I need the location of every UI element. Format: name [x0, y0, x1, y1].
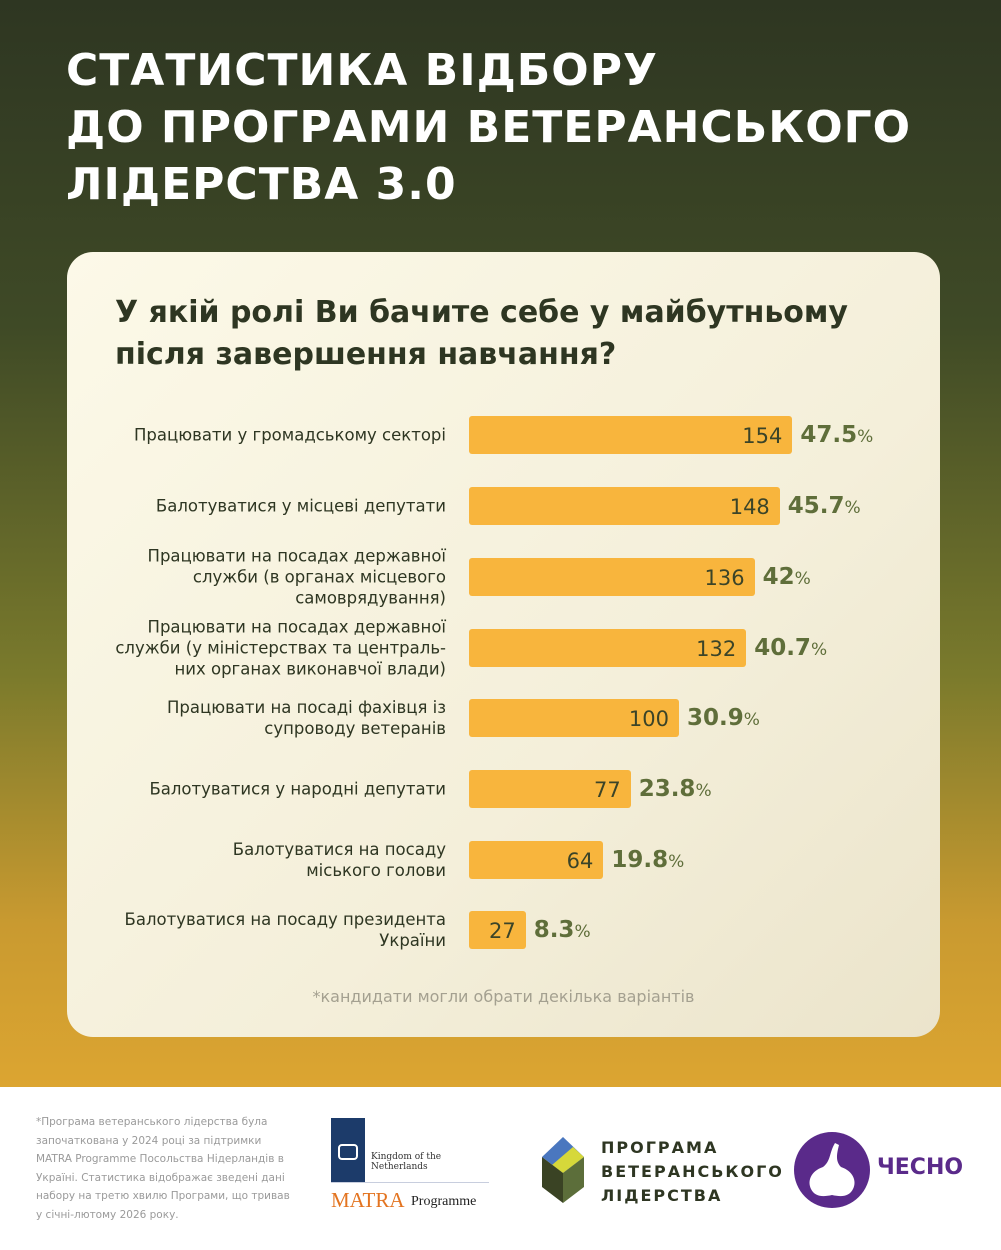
title-line: ДО ПРОГРАМИ ВЕТЕРАНСЬКОГО	[66, 102, 912, 153]
chesno-logo-text: ЧЕСНО	[877, 1155, 964, 1180]
bar-label: Балотуватися на посаду міського голови	[66, 839, 446, 881]
percent-sign: %	[857, 427, 874, 447]
bar-percent: 23.8%	[639, 770, 712, 810]
footer-note: *Програма ветеранського лідерства була з…	[36, 1116, 290, 1221]
bar: 64	[469, 841, 604, 879]
bar-label: Балотуватися у народні депутати	[66, 779, 446, 800]
bar: 154	[469, 416, 793, 454]
percent-value: 19.8	[611, 847, 669, 873]
bar-label-line: України	[379, 931, 446, 950]
bar-label-line: Балотуватися на посаду	[232, 840, 446, 859]
bar-label: Балотуватися на посаду президента України	[66, 909, 446, 951]
bar-label: Працювати на посадах державної служби (у …	[66, 617, 446, 680]
bar-row: Балотуватися у місцеві депутати 148 45.7%	[67, 476, 940, 536]
page-title: СТАТИСТИКА ВІДБОРУ ДО ПРОГРАМИ ВЕТЕРАНСЬ…	[66, 42, 911, 213]
bar-label-line: Працювати на посаді фахівця із	[166, 698, 446, 717]
chart-card: У якій ролі Ви бачите себе у майбутньому…	[67, 252, 940, 1037]
logo-line: ЛІДЕРСТВА	[601, 1186, 723, 1205]
bar-percent: 47.5%	[800, 416, 873, 456]
bar-row: Працювати на посадах державної служби (у …	[66, 617, 940, 680]
bar-row: Балотуватися на посаду міського голови 64 1…	[67, 830, 940, 890]
percent-value: 40.7	[754, 635, 811, 661]
bar-label: Балотуватися у місцеві депутати	[66, 496, 446, 517]
title-line: СТАТИСТИКА ВІДБОРУ	[66, 45, 658, 96]
bar-label-line: Працювати на посадах державної	[147, 546, 446, 566]
chart-note: *кандидати могли обрати декілька варіант…	[312, 987, 695, 1006]
bar-percent: 8.3%	[534, 911, 591, 951]
bar-label-line: супроводу ветеранів	[264, 719, 446, 738]
percent-value: 47.5	[800, 422, 858, 448]
percent-value: 42	[762, 564, 795, 590]
percent-sign: %	[695, 781, 712, 801]
bar: 27	[469, 911, 526, 949]
bar-label: Працювати на посадах державної служби (в …	[66, 546, 446, 609]
percent-sign: %	[794, 569, 811, 589]
bar-percent: 40.7%	[754, 629, 827, 669]
bar-label-line: служби (у міністерствах та централь-	[115, 638, 446, 658]
percent-value: 30.9	[687, 705, 744, 731]
bar: 100	[469, 699, 679, 737]
bar-label-line: міського голови	[306, 861, 446, 880]
chesno-garlic-icon	[794, 1132, 870, 1208]
netherlands-crest-icon	[331, 1118, 365, 1183]
title-line: ЛІДЕРСТВА 3.0	[66, 159, 457, 210]
bar-label: Працювати у громадському секторі	[66, 425, 446, 446]
bar-label-line: самоврядування)	[295, 588, 446, 608]
bar-row: Працювати на посадах державної служби (в …	[66, 546, 940, 609]
bar-percent: 42%	[763, 558, 811, 598]
bar-percent: 45.7%	[788, 487, 861, 527]
chart-title: У якій ролі Ви бачите себе у майбутньому…	[115, 295, 848, 372]
logo-line: ВЕТЕРАНСЬКОГО	[601, 1162, 784, 1181]
bar-label-line: Балотуватися у місцеві депутати	[155, 496, 446, 516]
bar-label-line: Балотуватися на посаду президента	[124, 910, 446, 929]
matra-logo: Kingdom of the Netherlands MATRA Program…	[331, 1118, 491, 1213]
bar-label: Працювати на посаді фахівця із супроводу …	[66, 697, 446, 739]
header-background: СТАТИСТИКА ВІДБОРУ ДО ПРОГРАМИ ВЕТЕРАНСЬ…	[0, 0, 1001, 1087]
percent-sign: %	[810, 640, 828, 660]
matra-programme: Programme	[411, 1194, 477, 1209]
matra-name: MATRA	[331, 1188, 405, 1212]
bar: 136	[469, 558, 755, 596]
veteran-program-logo-text: ПРОГРАМА ВЕТЕРАНСЬКОГО ЛІДЕРСТВА	[601, 1136, 784, 1208]
bar: 148	[469, 487, 780, 525]
bar-label-line: Працювати на посадах державної	[147, 617, 446, 637]
matra-kingdom: Kingdom of the Netherlands	[371, 1152, 442, 1172]
logo-line: ПРОГРАМА	[601, 1138, 719, 1157]
percent-sign: %	[743, 710, 760, 730]
bar-label-line: Працювати у громадському секторі	[133, 425, 446, 445]
veteran-program-cube-icon	[542, 1137, 584, 1203]
bar: 77	[469, 770, 631, 808]
bar: 132	[469, 629, 747, 667]
bar-row: Балотуватися у народні депутати 77 23.8%	[67, 759, 940, 819]
percent-value: 23.8	[638, 776, 696, 802]
bar-label-line: них органах виконавчої влади)	[174, 659, 446, 679]
percent-sign: %	[574, 922, 591, 942]
percent-sign: %	[844, 498, 861, 518]
bar-row: Працювати на посаді фахівця із супроводу …	[67, 688, 940, 748]
percent-value: 45.7	[787, 493, 845, 519]
bar-label-line: Балотуватися у народні депутати	[149, 779, 446, 799]
percent-value: 8.3	[533, 917, 575, 943]
bar-percent: 19.8%	[611, 841, 684, 881]
bar-row: Працювати у громадському секторі 154 47.5%	[67, 405, 940, 465]
bar-row: Балотуватися на посаду президента України…	[67, 900, 940, 960]
bar-percent: 30.9%	[687, 699, 760, 739]
bar-label-line: служби (в органах місцевого	[192, 567, 446, 587]
percent-sign: %	[668, 852, 685, 872]
